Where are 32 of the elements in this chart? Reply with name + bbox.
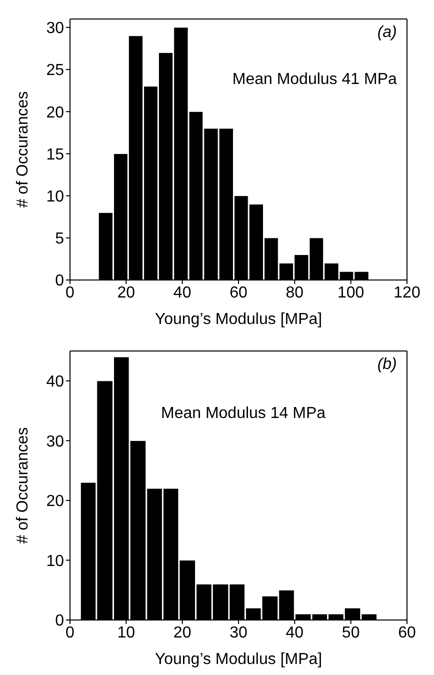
y-tick-label: 0 <box>55 612 64 630</box>
x-tick-label: 50 <box>342 624 360 642</box>
y-tick-label: 40 <box>46 374 64 391</box>
annotation: Mean Modulus 41 MPa <box>232 71 397 90</box>
x-tick-label: 60 <box>230 284 248 302</box>
x-tick-label: 20 <box>117 284 136 302</box>
y-tick-label: 20 <box>46 493 64 510</box>
annotation: (a) <box>377 24 397 42</box>
x-tick-label: 60 <box>398 624 416 642</box>
annotation: Mean Modulus 14 MPa <box>160 404 326 423</box>
y-axis-title: # of Occurances <box>14 427 32 544</box>
y-tick-label: 25 <box>46 62 64 80</box>
y-tick-label: 30 <box>46 20 64 38</box>
x-tick-label: 80 <box>286 284 304 302</box>
y-tick-label: 5 <box>55 230 64 248</box>
x-tick-label: 100 <box>337 284 364 302</box>
x-tick-label: 30 <box>230 624 248 642</box>
x-tick-label: 120 <box>394 284 420 302</box>
x-tick-label: 40 <box>173 284 192 302</box>
x-axis-title: Young’s Modulus [MPa] <box>154 311 322 328</box>
y-tick-label: 10 <box>46 552 64 570</box>
annotation: (b) <box>377 356 397 374</box>
x-tick-label: 10 <box>117 624 136 642</box>
y-tick-label: 15 <box>46 146 64 164</box>
y-tick-label: 0 <box>55 272 64 290</box>
x-tick-label: 20 <box>173 624 192 642</box>
x-tick-label: 40 <box>286 624 304 642</box>
y-tick-label: 30 <box>46 433 64 450</box>
y-tick-label: 10 <box>46 188 64 206</box>
y-axis-title: # of Occurances <box>14 91 32 208</box>
y-tick-label: 20 <box>46 104 64 122</box>
x-axis-title: Young’s Modulus [MPa] <box>154 651 322 668</box>
